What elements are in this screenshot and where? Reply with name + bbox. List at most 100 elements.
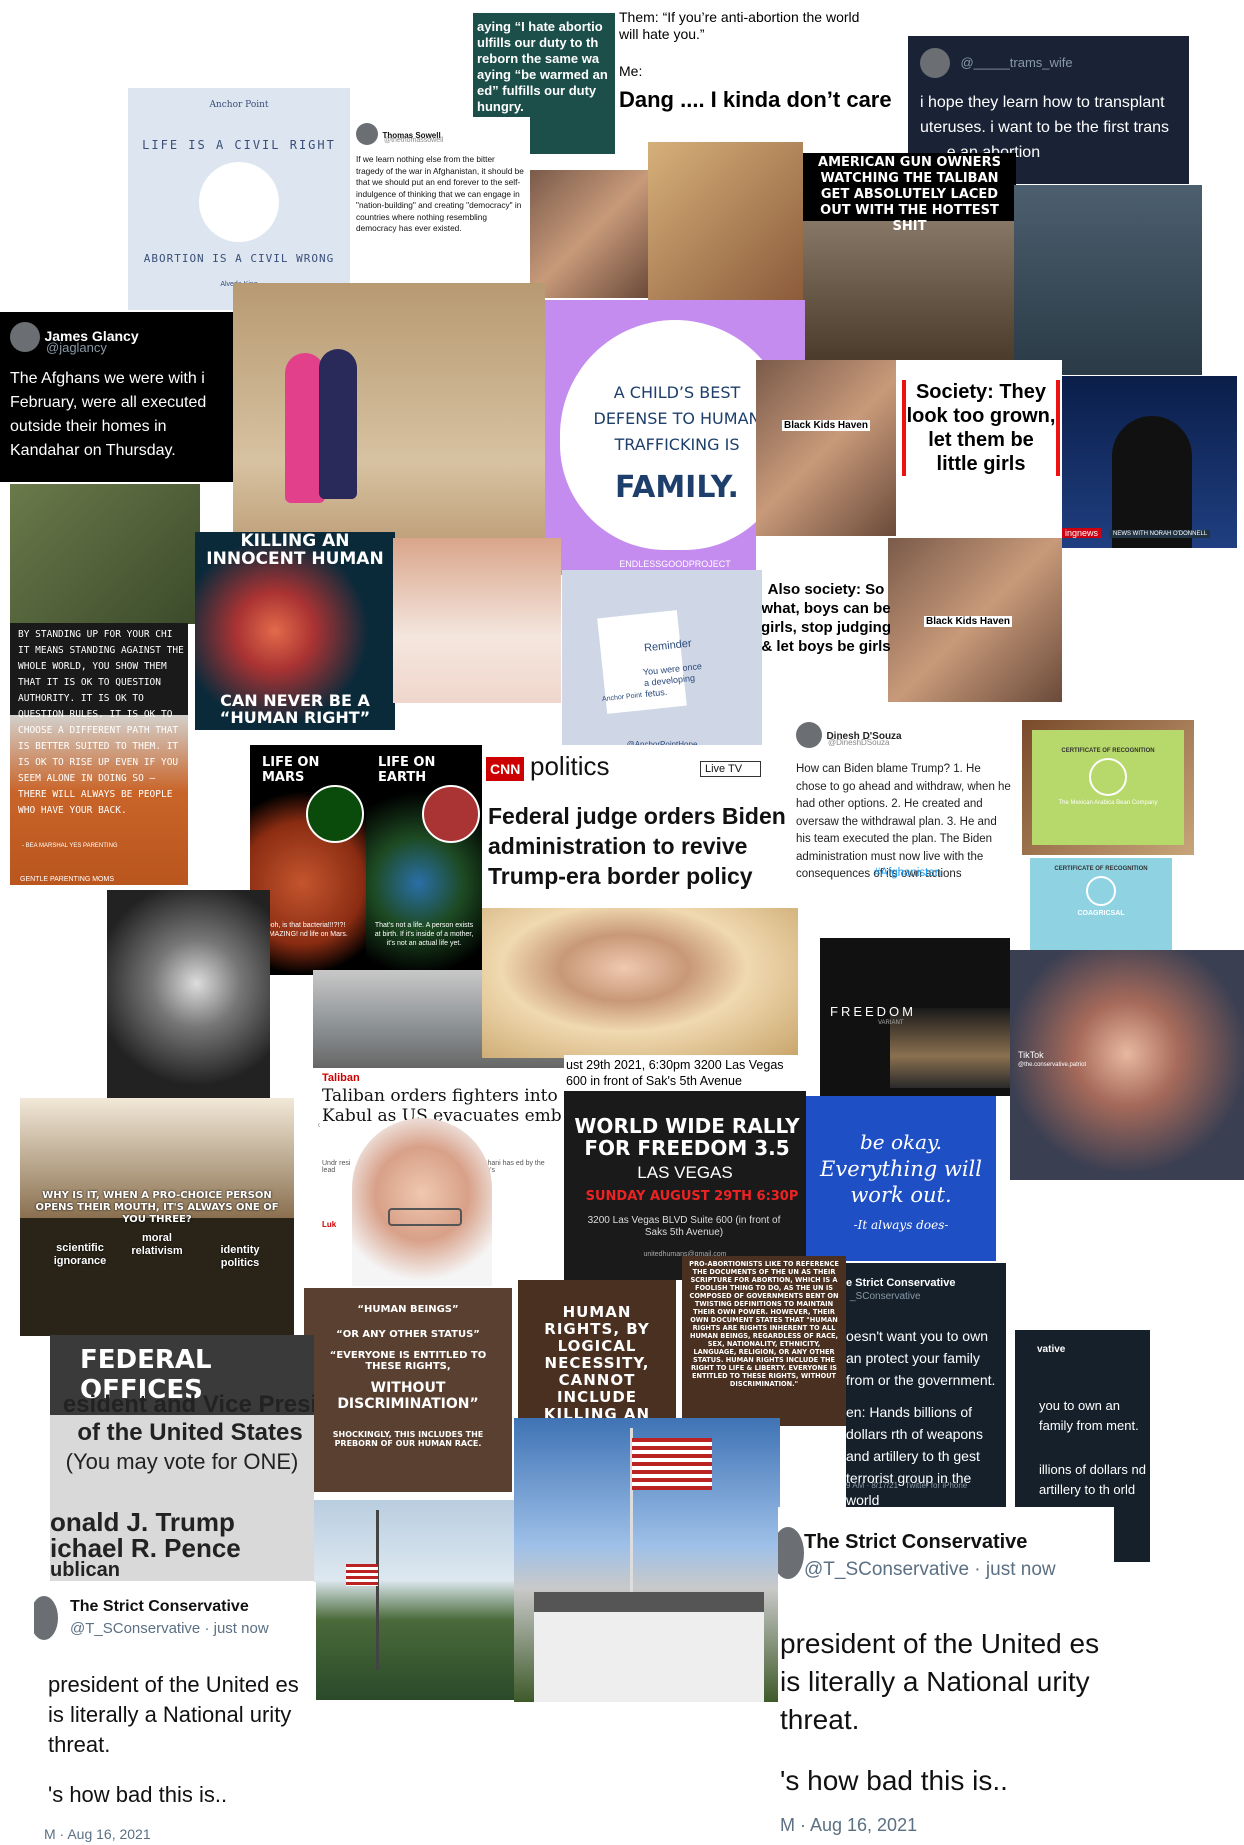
tweet-body-2: illions of dollars nd artillery to th or… bbox=[1039, 1462, 1146, 1497]
cnn-logo: CNN bbox=[486, 757, 525, 781]
tweet-handle: @_____trams_wife bbox=[960, 55, 1073, 71]
handle-text: @T_SConservative bbox=[804, 1559, 970, 1580]
woman-pink bbox=[285, 353, 325, 503]
article-byline: Luk bbox=[322, 1220, 337, 1229]
certificate-blue-tile: CERTIFICATE OF RECOGNITION COAGRICSAL bbox=[1030, 858, 1172, 950]
tweet-date: M · Aug 16, 2021 bbox=[780, 1815, 918, 1835]
flag-photo bbox=[890, 1008, 1010, 1088]
article-label: Taliban bbox=[322, 1072, 360, 1084]
anchor-point-tile: Anchor Point LIFE IS A CIVIL RIGHT ABORT… bbox=[128, 88, 350, 310]
girls-photo bbox=[756, 360, 896, 536]
tweet-hashtag[interactable]: #Afghanistan bbox=[874, 866, 942, 879]
quote-text: BY STANDING UP FOR YOUR CHI IT MEANS STA… bbox=[18, 629, 184, 816]
meme-text: AMERICAN GUN OWNERS WATCHING THE TALIBAN… bbox=[803, 153, 1016, 234]
tweet-foot: 's how bad this is.. bbox=[48, 1782, 228, 1807]
anchor-bottom-text: ABORTION IS A CIVIL WRONG bbox=[143, 252, 335, 265]
tweet-body: president of the United es is literally … bbox=[780, 1628, 1100, 1735]
tweet-date: M · Aug 16, 2021 bbox=[44, 1826, 151, 1842]
cert-card: CERTIFICATE OF RECOGNITION The Mexican A… bbox=[1032, 730, 1184, 845]
quote-line: WITHOUT DISCRIMINATION” bbox=[337, 1380, 479, 1412]
tiktok-anchor-tile: TikTok @the.conservative.patriot bbox=[1010, 950, 1244, 1180]
biden-photo bbox=[482, 908, 798, 1058]
dsouza-tweet-tile: Dinesh D'Souza @DineshDSouza How can Bid… bbox=[788, 712, 1021, 944]
mars-caption: ooh, is that bacteria!!!?!?! AMAZING! nd… bbox=[264, 922, 348, 938]
boy-scratching-head-photo bbox=[648, 142, 803, 305]
woman-blue bbox=[319, 349, 357, 499]
okay-line-2: Everything will work out. bbox=[820, 1157, 982, 1207]
meme-line: aying “I hate abortio bbox=[477, 19, 603, 34]
avatar bbox=[796, 722, 822, 748]
cnn-section: politics bbox=[530, 751, 610, 781]
strict-conservative-mid-tile: e Strict Conservative _SConservative oes… bbox=[846, 1263, 1006, 1507]
anchor-top-text: LIFE IS A CIVIL RIGHT bbox=[142, 138, 336, 152]
tweet-text: How can Biden blame Trump? 1. He chose t… bbox=[796, 763, 1011, 880]
sowell-tweet-tile: Thomas Sowell @thethomassowell If we lea… bbox=[350, 117, 530, 280]
be-okay-tile: be okay. Everything will work out. -It a… bbox=[806, 1096, 996, 1261]
tweet-name: The Strict Conservative bbox=[804, 1531, 1028, 1553]
ballot-tile: FEDERAL OFFICES esident and Vice Presi o… bbox=[50, 1335, 314, 1581]
tweet-text: i hope they learn how to transplant uter… bbox=[920, 94, 1170, 161]
handle-text: @T_SConservative bbox=[70, 1620, 201, 1637]
reminder-tile: Reminder You were once a developing fetu… bbox=[562, 570, 762, 770]
pro-abortionists-tile: PRO-ABORTIONISTS LIKE TO REFERENCE THE D… bbox=[682, 1256, 846, 1426]
tiktok-handle: @the.conservative.patriot bbox=[1018, 1062, 1087, 1068]
anchor-brand: Anchor Point bbox=[209, 100, 269, 110]
glasses-icon bbox=[388, 1208, 462, 1226]
fetus-circle bbox=[422, 785, 480, 843]
okay-line-1: be okay. bbox=[859, 1130, 943, 1154]
me-label: Me: bbox=[619, 63, 643, 79]
freedom-title: FREEDOM bbox=[830, 1004, 916, 1019]
rally-tile: ust 29th 2021, 6:30pm 3200 Las Vegas 600… bbox=[564, 1055, 806, 1280]
crowd-photo bbox=[1014, 185, 1202, 375]
quote-line: SHOCKINGLY, THIS INCLUDES THE PREBORN OF… bbox=[332, 1430, 484, 1448]
bottom-text: CAN NEVER BE A “HUMAN RIGHT” bbox=[219, 691, 371, 727]
reply-text: Dang .... I kinda don’t care bbox=[619, 87, 892, 112]
label-identity: identity politics bbox=[220, 1244, 260, 1269]
half-mast-flag-photo bbox=[314, 1500, 514, 1700]
ballot-office: esident and Vice Presi of the United Sta… bbox=[62, 1391, 314, 1446]
okay-line-3: -It always does- bbox=[853, 1218, 949, 1232]
fetus-icon bbox=[199, 162, 279, 242]
statue-photo bbox=[107, 890, 270, 1098]
ballot-vote: (You may vote for ONE) bbox=[65, 1449, 299, 1474]
tweet-tag: vative bbox=[1037, 1344, 1066, 1355]
article-headline[interactable]: Taliban orders fighters into Kabul as US… bbox=[322, 1086, 562, 1126]
cert-org: The Mexican Arabica Bean Company bbox=[1058, 800, 1158, 806]
heart-big: FAMILY. bbox=[615, 470, 739, 505]
reminder-handle: @AnchorPointHope bbox=[562, 740, 762, 749]
ballot-header: FEDERAL OFFICES bbox=[50, 1335, 314, 1415]
flagpole bbox=[376, 1510, 379, 1670]
mars-title: LIFE ON MARS bbox=[262, 755, 320, 785]
strict-conservative-left-tile: The Strict Conservative @T_SConservative… bbox=[34, 1582, 316, 1845]
tweet-handle: _SConservative bbox=[850, 1291, 921, 1302]
tiktok-label: TikTok bbox=[1018, 1050, 1044, 1060]
ballot-candidate-1: onald J. Trump bbox=[50, 1507, 235, 1537]
tweet-handle: @thethomassowell bbox=[384, 137, 444, 144]
heart-footer: ENDLESSGOODPROJECT bbox=[619, 559, 731, 569]
white-house-flag-photo bbox=[514, 1418, 780, 1702]
tweet-meta: 9 AM · 8/17/21 · Twitter for iPhone bbox=[846, 1481, 968, 1490]
tweet-name: e Strict Conservative bbox=[846, 1277, 956, 1289]
quote-footer: GENTLE PARENTING MOMS bbox=[20, 876, 114, 883]
tiktok-badge: TikTok bbox=[318, 1122, 320, 1129]
meme-line: ed” fulfills our duty bbox=[477, 83, 597, 98]
tweet-handle: @T_SConservative · just now bbox=[70, 1620, 269, 1637]
child-photo bbox=[10, 715, 188, 885]
tweet-name: Thomas Sowell bbox=[382, 131, 441, 141]
live-tv-badge[interactable]: Live TV bbox=[700, 761, 762, 777]
flag bbox=[346, 1564, 378, 1586]
society-text-1: Society: They look too grown, let them b… bbox=[902, 380, 1060, 476]
rally-title: WORLD WIDE RALLY FOR FREEDOM 3.5 bbox=[574, 1114, 800, 1160]
glancy-tweet-tile: James Glancy @jaglancy The Afghans we we… bbox=[0, 312, 233, 482]
cnn-headline[interactable]: Federal judge orders Biden administratio… bbox=[488, 803, 786, 889]
cnn-article-tile: CNN politics Live TV Federal judge order… bbox=[482, 745, 798, 905]
tweet-name: Dinesh D'Souza bbox=[826, 731, 902, 743]
cert-title: CERTIFICATE OF RECOGNITION bbox=[1061, 748, 1155, 754]
rally-site: unitedhumans@gmail.com bbox=[643, 1251, 727, 1258]
news-anchor-tile: ingnews NEWS WITH NORAH O'DONNELL bbox=[1062, 376, 1237, 548]
gun-owners-meme-tile: AMERICAN GUN OWNERS WATCHING THE TALIBAN… bbox=[803, 153, 1016, 363]
house bbox=[534, 1592, 764, 1702]
avatar bbox=[34, 1596, 58, 1640]
tweet-name: James Glancy bbox=[44, 328, 139, 345]
meme-caption: WHY IS IT, WHEN A PRO-CHOICE PERSON OPEN… bbox=[35, 1190, 279, 1225]
